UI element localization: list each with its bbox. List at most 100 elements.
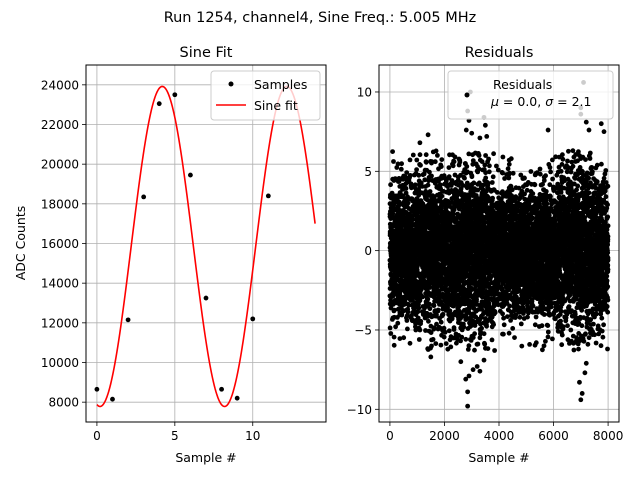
residual-point	[441, 325, 447, 331]
residual-point	[438, 342, 444, 348]
residual-point	[418, 162, 423, 168]
residual-point	[451, 211, 456, 217]
residual-point	[410, 217, 416, 223]
residual-point	[438, 319, 444, 325]
residual-point	[501, 331, 506, 337]
sample-point	[188, 172, 193, 178]
residual-point	[490, 195, 495, 201]
residual-point	[446, 165, 452, 171]
sample-point	[250, 316, 256, 322]
residual-point	[482, 341, 488, 347]
residual-point	[491, 151, 496, 157]
residual-point	[425, 296, 431, 302]
sine-fit-ytick-label: 24000	[41, 78, 79, 92]
residual-point	[404, 313, 410, 318]
sine-fit-ytick-label: 12000	[41, 316, 79, 330]
residual-point	[391, 342, 397, 348]
residual-point	[450, 163, 456, 169]
residual-point	[416, 337, 422, 342]
residual-point	[405, 309, 411, 315]
residual-point	[486, 169, 492, 175]
residual-point	[419, 184, 425, 189]
sample-point	[110, 396, 115, 402]
sine-fit-xtick-label: 5	[171, 429, 179, 443]
residual-point	[398, 166, 404, 172]
residual-point	[439, 193, 445, 199]
residual-point	[489, 180, 495, 185]
residual-point	[427, 306, 433, 312]
residual-point	[476, 153, 482, 158]
residual-point	[423, 152, 429, 158]
residual-point	[459, 334, 465, 340]
residuals-plot-area	[387, 80, 611, 409]
sine-fit-xtick-label: 10	[245, 429, 260, 443]
residual-point	[407, 340, 413, 346]
residual-point	[400, 193, 406, 199]
residual-point	[426, 301, 432, 307]
residual-point	[492, 348, 497, 353]
residual-point	[439, 157, 445, 163]
residual-point	[388, 305, 394, 311]
samples-legend-marker	[228, 81, 234, 87]
residual-point	[416, 305, 422, 311]
residual-point	[429, 173, 434, 179]
residual-point	[394, 165, 400, 170]
sine-fit-xlabel: Sample #	[175, 450, 236, 465]
residual-point	[425, 182, 431, 188]
residual-point	[415, 309, 421, 315]
sine-fit-ytick-label: 10000	[41, 356, 79, 370]
sample-point	[94, 386, 100, 392]
residual-point	[412, 182, 418, 188]
residual-point	[472, 331, 477, 337]
residual-point	[391, 159, 396, 164]
residual-point	[484, 323, 489, 329]
residual-point	[438, 164, 444, 170]
sine-fit-ytick-label: 16000	[41, 237, 79, 251]
residual-point	[405, 200, 411, 206]
residual-point	[512, 335, 517, 340]
sine-fit-legend-label: Sine fit	[254, 98, 298, 113]
residual-point	[387, 325, 393, 331]
residual-point	[492, 310, 498, 316]
residual-point	[395, 161, 401, 167]
sine-fit-ticks: 0 5 10800010000120001400016000180002000022…	[41, 78, 261, 443]
residual-point	[405, 326, 410, 332]
residual-point	[410, 317, 416, 323]
residual-point	[420, 294, 425, 300]
sine-fit-ytick-label: 8000	[48, 396, 79, 410]
residual-point	[501, 322, 507, 328]
residual-point	[414, 167, 419, 173]
residual-point	[506, 161, 512, 167]
residual-point	[489, 337, 495, 343]
residual-point	[397, 336, 403, 341]
residual-point	[401, 335, 407, 341]
sample-point	[219, 386, 224, 392]
sine-fit-legend-box	[210, 70, 321, 121]
residual-point	[416, 172, 422, 178]
residual-point	[435, 307, 441, 313]
residual-point	[433, 148, 439, 154]
residual-point	[423, 159, 429, 165]
residual-point	[403, 190, 409, 196]
residual-point	[481, 331, 487, 337]
residual-point	[448, 344, 454, 350]
sine-fit-ytick-label: 14000	[41, 277, 79, 291]
residual-point	[464, 164, 470, 169]
residual-point	[418, 318, 424, 324]
residual-point	[510, 170, 516, 176]
residual-point	[485, 180, 491, 186]
residual-point	[391, 334, 397, 340]
sine-fit-ylabel: ADC Counts	[13, 206, 28, 281]
residual-point	[517, 314, 523, 320]
residual-point	[475, 341, 481, 347]
residual-point	[443, 341, 449, 346]
residual-point	[432, 159, 438, 165]
residual-point	[519, 343, 525, 349]
residual-point	[407, 157, 413, 163]
samples-legend-label: Samples	[254, 77, 307, 92]
residual-point	[435, 153, 440, 158]
residual-point	[469, 174, 475, 180]
sample-point	[203, 295, 209, 301]
